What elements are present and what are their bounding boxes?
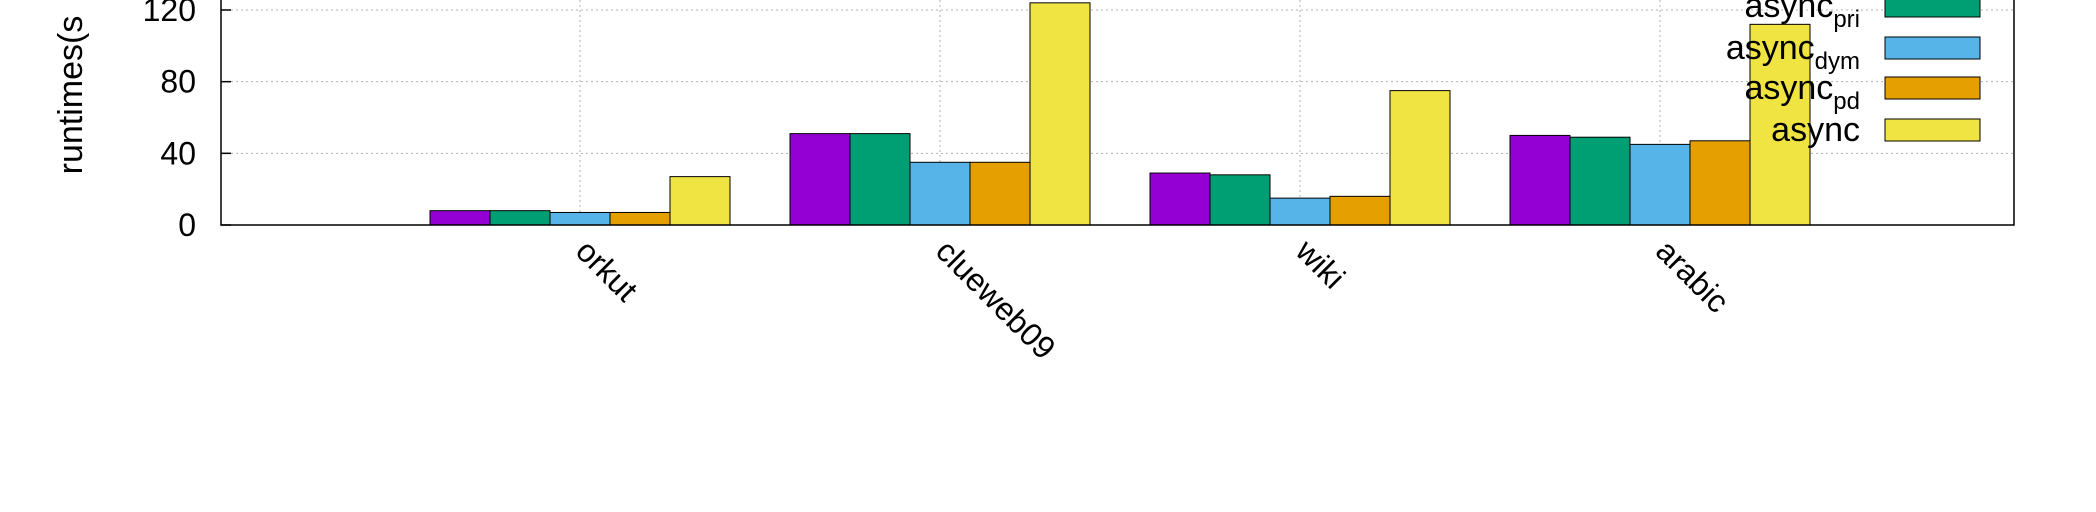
bar (969, 161, 1031, 226)
bar (1749, 23, 1811, 226)
y-tick-label: 40 (160, 135, 196, 171)
bar (1029, 2, 1091, 226)
bar (609, 211, 671, 226)
legend-label: asyncpd (1744, 69, 1860, 115)
y-axis-label: runtimes(s (52, 16, 90, 175)
legend-swatch (1884, 76, 1981, 100)
bar (1569, 136, 1631, 226)
y-axis: 0 40 80 120 (143, 0, 231, 243)
bar (1689, 140, 1751, 226)
bar (1389, 90, 1451, 226)
x-tick-label: arabic (1649, 232, 1736, 319)
bar (669, 176, 731, 226)
plot-frame (220, 0, 2015, 226)
legend-label: asyncdym (1726, 29, 1860, 75)
grid (221, 0, 2014, 225)
legend-label: asyncpri (1745, 0, 1861, 33)
bar (549, 211, 611, 226)
bars (429, 2, 1811, 226)
x-tick-label: clueweb09 (929, 232, 1063, 366)
bar (1269, 197, 1331, 226)
bar (789, 133, 851, 226)
bar (429, 210, 491, 226)
bar (1509, 134, 1571, 226)
bar (1149, 172, 1211, 226)
y-tick-label: 120 (143, 0, 196, 28)
y-tick-label: 80 (160, 64, 196, 100)
x-tick-label: orkut (569, 232, 645, 308)
bar (489, 210, 551, 226)
x-axis: orkut clueweb09 wiki arabic (569, 232, 1736, 366)
legend-label: async (1771, 111, 1860, 149)
legend-swatch (1884, 0, 1981, 18)
y-tick-label: 0 (178, 207, 196, 243)
legend-swatch (1884, 118, 1981, 142)
bar (1329, 195, 1391, 226)
x-tick-label: wiki (1288, 232, 1352, 296)
bar (849, 133, 911, 226)
legend-swatch (1884, 36, 1981, 60)
bar (1209, 174, 1271, 226)
bar (1629, 143, 1691, 226)
bar (909, 161, 971, 226)
